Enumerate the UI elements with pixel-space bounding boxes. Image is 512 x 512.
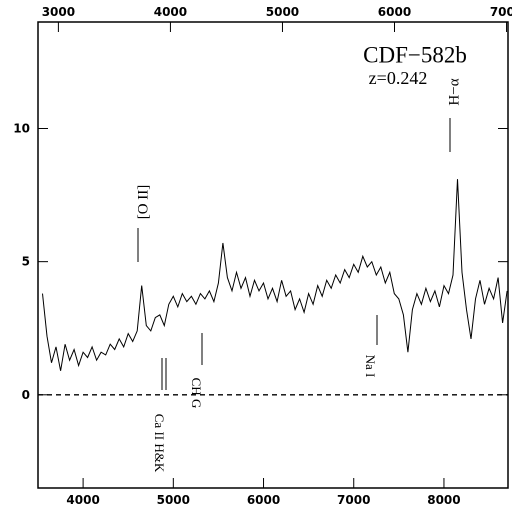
x2-tick-label: 4000 [154,5,187,19]
x-tick-label: 4000 [66,493,99,507]
y-tick-label: 0 [22,388,30,402]
annotation: CH G [189,378,204,409]
annotation: H−α [446,78,462,105]
x2-tick-label: 7000 [490,5,512,19]
y-tick-label: 5 [22,255,30,269]
x-tick-label: 5000 [157,493,190,507]
x2-tick-label: 5000 [266,5,299,19]
x-tick-label: 8000 [427,493,460,507]
x2-tick-label: 3000 [42,5,75,19]
x-tick-label: 7000 [337,493,370,507]
spectrum [42,179,508,371]
x-tick-label: 6000 [247,493,280,507]
annotation: Na I [363,355,378,378]
annotation: [O II] [135,185,151,220]
x2-tick-label: 6000 [378,5,411,19]
annotation: CDF−582b [363,42,467,67]
annotation: z=0.242 [369,68,428,88]
plot-frame [37,21,509,489]
y-tick-label: 10 [13,122,30,136]
annotation: Ca II H&K [152,414,167,473]
